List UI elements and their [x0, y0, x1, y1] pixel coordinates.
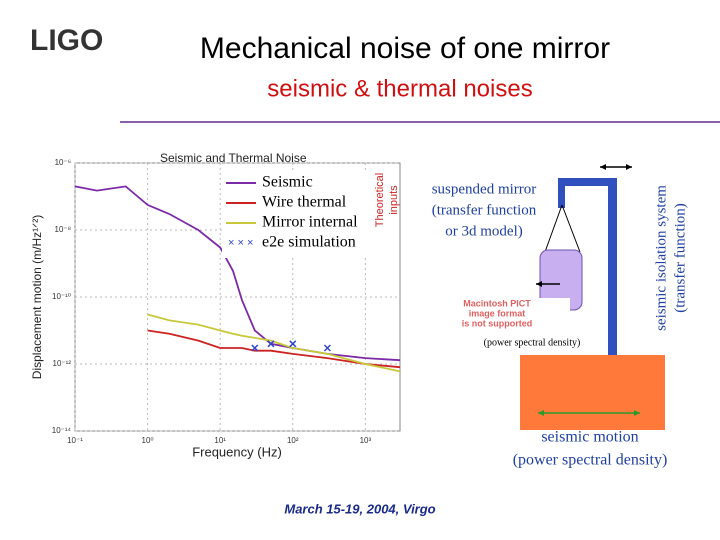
logo: LIGO	[30, 24, 103, 57]
marker	[289, 340, 297, 348]
arrow-head	[536, 281, 542, 287]
ground	[520, 355, 665, 430]
frame-hang	[558, 178, 565, 208]
y-tick-label: 10⁻¹²	[53, 359, 72, 368]
legend: Theoretical inputs Seismic Wire thermal Mi…	[222, 172, 400, 258]
frame-post	[608, 178, 617, 356]
x-tick-label: 10⁰	[142, 436, 154, 445]
pict-note: image format	[469, 308, 526, 318]
y-axis-label: Displacement motion (m/Hz¹ᐟ²)	[30, 215, 44, 379]
ground-note: (power spectral density)	[513, 452, 668, 469]
x-axis-label: Frequency (Hz)	[192, 444, 282, 459]
marker	[251, 344, 259, 352]
legend-label: Seismic	[262, 174, 313, 191]
x-tick-label: 10²	[287, 436, 299, 445]
mirror-note: suspended mirror	[432, 181, 537, 197]
wire	[561, 204, 581, 253]
series-line	[147, 329, 401, 369]
footer: March 15-19, 2004, Virgo	[284, 501, 435, 516]
pict-note: is not supported	[462, 318, 533, 328]
mirror-note: or 3d model)	[445, 223, 522, 239]
y-tick-label: 10⁻¹⁰	[52, 292, 71, 301]
isolation-note: seismic isolation system	[653, 185, 669, 331]
legend-note: Theoretical	[374, 173, 386, 227]
mirror-note: (transfer function	[432, 202, 537, 218]
pict-box	[424, 298, 570, 330]
isolation-note: (transfer function)	[672, 203, 688, 313]
series-line	[147, 313, 401, 373]
legend-note: inputs	[388, 185, 400, 215]
psd-note: (power spectral density)	[484, 337, 581, 348]
marker	[323, 344, 331, 352]
y-tick-label: 10⁻¹⁴	[52, 426, 72, 435]
chart-title: Seismic and Thermal Noise	[160, 151, 307, 165]
marker	[267, 340, 275, 348]
slide-title: Mechanical noise of one mirror	[200, 32, 610, 65]
y-tick-label: 10⁻⁸	[55, 225, 72, 234]
x-tick-label: 10¹	[214, 436, 226, 445]
y-tick-label: 10⁻⁶	[55, 158, 71, 167]
legend-box	[222, 172, 398, 258]
legend-label: Mirror internal	[262, 214, 358, 231]
frame-top	[558, 178, 616, 186]
wire	[544, 204, 563, 253]
legend-swatch: × × ×	[228, 237, 253, 249]
pict-note: Macintosh PICT	[463, 298, 531, 308]
legend-label: Wire thermal	[262, 194, 347, 211]
x-tick-label: 10³	[360, 436, 372, 445]
x-tick-label: 10⁻¹	[67, 436, 83, 445]
slide-subtitle: seismic & thermal noises	[267, 75, 532, 102]
ground-note: seismic motion	[541, 429, 638, 446]
legend-label: e2e simulation	[262, 234, 356, 251]
